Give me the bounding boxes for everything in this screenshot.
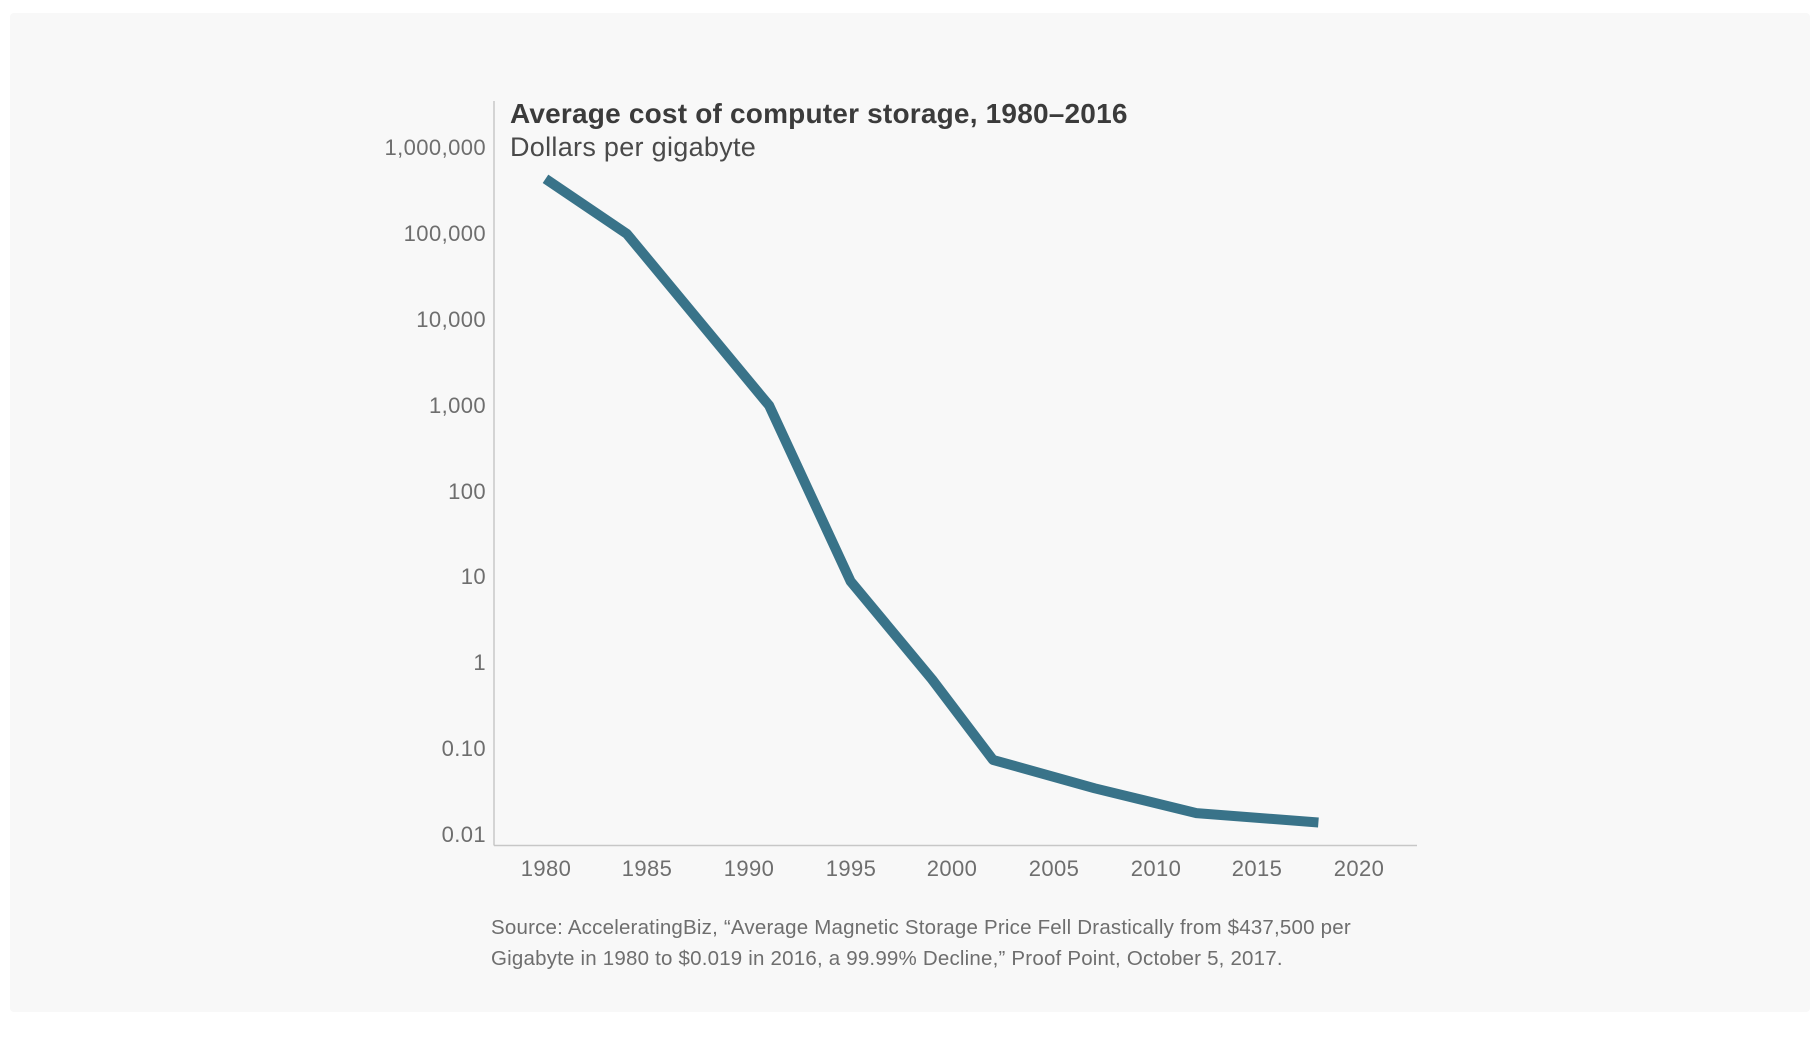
y-axis-tick-label: 1,000 — [428, 393, 486, 418]
y-axis-tick-label: 0.01 — [441, 822, 486, 847]
storage-cost-line — [542, 174, 1319, 828]
y-axis-tick-label: 0.10 — [441, 736, 486, 761]
chart-title: Average cost of computer storage, 1980–2… — [510, 98, 1128, 129]
x-axis-tick-label: 1995 — [825, 856, 877, 881]
y-axis-tick-label: 1,000,000 — [384, 135, 486, 160]
source-note-line2: Gigabyte in 1980 to $0.019 in 2016, a 99… — [491, 947, 1283, 970]
x-axis-tick-label: 2005 — [1028, 856, 1080, 881]
x-axis-tick-label: 1990 — [723, 856, 775, 881]
source-note: Source: AcceleratingBiz, “Average Magnet… — [491, 912, 1471, 974]
x-axis-tick-label: 2010 — [1130, 856, 1182, 881]
x-axis-tick-label: 1985 — [621, 856, 673, 881]
x-axis-tick-label: 2015 — [1231, 856, 1283, 881]
y-axis-tick-label: 1 — [473, 650, 486, 675]
y-axis-tick-label: 100,000 — [403, 221, 486, 246]
y-axis-tick-label: 10 — [460, 564, 486, 589]
y-axis-tick-label: 10,000 — [416, 307, 486, 332]
x-axis-tick-label: 2020 — [1333, 856, 1385, 881]
source-note-line1: Source: AcceleratingBiz, “Average Magnet… — [491, 916, 1351, 939]
chart-subtitle: Dollars per gigabyte — [510, 132, 757, 162]
y-axis-tick-label: 100 — [448, 479, 486, 504]
x-axis-tick-label: 1980 — [520, 856, 572, 881]
x-axis-tick-label: 2000 — [926, 856, 978, 881]
